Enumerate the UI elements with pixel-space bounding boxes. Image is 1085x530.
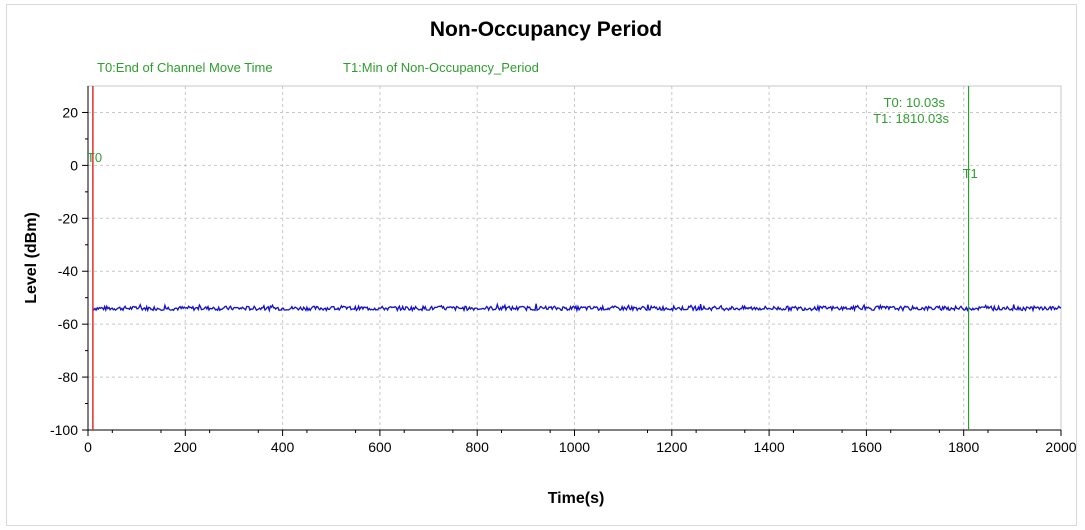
grid	[88, 86, 1061, 430]
x-tick-label: 1200	[656, 439, 687, 455]
readout-t0: T0: 10.03s	[884, 95, 946, 110]
series-level-line	[92, 302, 1062, 313]
x-tick-label: 600	[368, 439, 392, 455]
x-axis-title: Time(s)	[548, 490, 605, 507]
readout-t1: T1: 1810.03s	[873, 111, 949, 126]
chart-frame	[6, 4, 1077, 526]
y-tick-label: -20	[58, 210, 78, 226]
y-tick-label: -100	[50, 422, 78, 438]
chart-title: Non-Occupancy Period	[430, 18, 662, 41]
marker-t0-label: T0	[87, 150, 102, 165]
x-tick-label: 800	[466, 439, 490, 455]
x-tick-label: 2000	[1045, 439, 1076, 455]
y-axis-title: Level (dBm)	[23, 212, 40, 304]
axes	[82, 86, 1062, 436]
x-tick-label: 1800	[948, 439, 979, 455]
y-tick-label: -40	[58, 263, 78, 279]
x-tick-label: 200	[174, 439, 198, 455]
y-tick-labels: 20 0 -20 -40 -60 -80 -100	[50, 104, 78, 438]
plot-area	[87, 85, 1062, 431]
marker-t1-label: T1	[963, 166, 978, 181]
x-tick-label: 1000	[559, 439, 590, 455]
y-tick-label: -80	[58, 369, 78, 385]
y-tick-label: 20	[62, 104, 78, 120]
x-tick-label: 0	[84, 439, 92, 455]
legend-t0: T0:End of Channel Move Time	[97, 60, 273, 75]
y-tick-label: 0	[70, 157, 78, 173]
legend-t1: T1:Min of Non-Occupancy_Period	[343, 60, 539, 75]
x-tick-labels: 0 200 400 600 800 1000 1200 1400 1600 1800 2000	[84, 439, 1077, 455]
x-tick-label: 1600	[851, 439, 882, 455]
x-tick-label: 1400	[754, 439, 785, 455]
y-tick-label: -60	[58, 316, 78, 332]
x-tick-label: 400	[271, 439, 295, 455]
